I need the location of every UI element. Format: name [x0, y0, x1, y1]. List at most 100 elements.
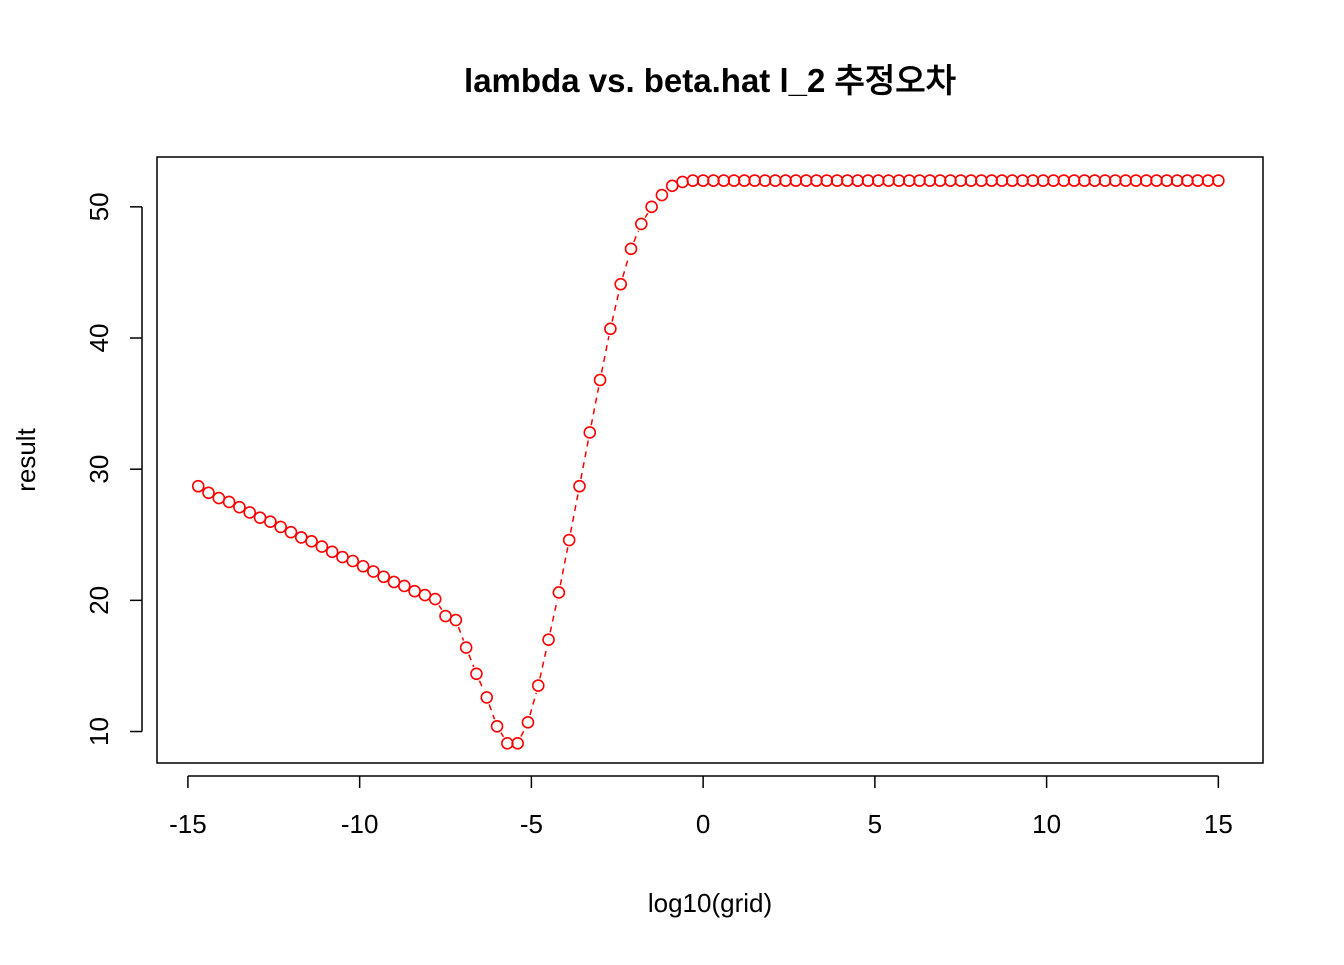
data-point [830, 174, 844, 187]
data-point [799, 174, 813, 187]
x-tick-label: 5 [868, 809, 882, 839]
series-segment [529, 692, 537, 716]
series-segment [549, 599, 559, 633]
x-tick-label: 15 [1204, 809, 1233, 839]
data-point [377, 570, 390, 584]
data-point [604, 322, 617, 336]
data-point [356, 559, 370, 573]
data-point [583, 426, 597, 439]
series-segment [590, 387, 600, 426]
data-point [1150, 174, 1163, 187]
data-point [676, 175, 689, 189]
data-point [696, 174, 710, 187]
data-point [1212, 174, 1225, 187]
data-point [1057, 174, 1071, 187]
y-tick-label: 20 [84, 586, 114, 615]
data-point [861, 174, 875, 187]
data-point [264, 515, 277, 528]
x-tick-label: 10 [1032, 809, 1061, 839]
data-point [872, 174, 885, 187]
data-point [222, 495, 236, 509]
data-point [975, 174, 988, 187]
data-point [490, 719, 504, 733]
data-point [428, 592, 442, 606]
data-point [923, 174, 937, 187]
data-point [1098, 174, 1112, 187]
data-point [892, 174, 906, 187]
data-point [212, 491, 226, 505]
data-point [305, 535, 318, 548]
series-segment [600, 336, 610, 373]
data-point [325, 545, 339, 559]
data-point [727, 174, 741, 187]
data-point [418, 588, 432, 602]
data-point [717, 174, 731, 187]
data-point [501, 737, 514, 750]
data-point [202, 486, 215, 500]
data-point [913, 174, 926, 187]
data-point [1088, 174, 1101, 187]
x-tick-label: 0 [696, 809, 710, 839]
data-point [1191, 174, 1205, 187]
data-point [779, 174, 792, 187]
data-point [191, 479, 205, 493]
data-point [367, 565, 380, 578]
series-segment [478, 680, 485, 691]
data-point [1067, 174, 1081, 187]
data-point [1139, 174, 1153, 187]
data-point [294, 531, 308, 544]
data-point [408, 584, 421, 598]
data-point [284, 525, 298, 539]
data-point [738, 174, 751, 187]
data-point [1078, 174, 1091, 187]
data-point [552, 586, 566, 599]
data-point [768, 174, 782, 187]
series-segment [569, 493, 579, 533]
data-point [480, 691, 494, 704]
chart-title: lambda vs. beta.hat l_2 추정오차 [464, 62, 957, 99]
data-point [459, 641, 473, 654]
data-point [562, 533, 576, 547]
data-point [511, 737, 524, 750]
series-segment [468, 654, 475, 668]
series-segment [633, 230, 640, 243]
data-point [346, 554, 360, 568]
x-axis: -15 -10 -5 0 5 10 15 [169, 775, 1233, 839]
data-point [789, 174, 803, 187]
data-point [1047, 174, 1060, 187]
data-point [820, 174, 834, 187]
data-point [758, 174, 772, 187]
data-point [274, 520, 287, 534]
data-point [851, 174, 864, 187]
series-segment [438, 605, 443, 611]
data-point [645, 200, 658, 214]
data-point [1109, 174, 1122, 187]
x-tick-label: -10 [341, 809, 379, 839]
data-point [841, 174, 854, 187]
series-segment [580, 439, 590, 480]
data-point [1016, 174, 1029, 187]
series-segment [611, 291, 620, 322]
data-point [243, 506, 257, 519]
data-point [542, 633, 555, 647]
data-point [707, 174, 720, 187]
x-tick-label: -15 [169, 809, 207, 839]
data-point [1026, 174, 1040, 187]
x-axis-label: log10(grid) [648, 888, 772, 918]
data-point [1181, 174, 1194, 187]
data-point [398, 579, 411, 593]
data-point [253, 511, 267, 525]
y-axis-label: result [11, 427, 41, 491]
y-tick-label: 10 [84, 717, 114, 746]
series-segment [539, 646, 548, 679]
series-segment [488, 704, 496, 720]
data-point [933, 174, 947, 187]
data-point [1119, 174, 1132, 187]
data-point [655, 188, 669, 202]
data-point [1170, 174, 1184, 187]
data-point [439, 609, 452, 623]
data-point [902, 174, 916, 187]
data-point [995, 174, 1009, 187]
